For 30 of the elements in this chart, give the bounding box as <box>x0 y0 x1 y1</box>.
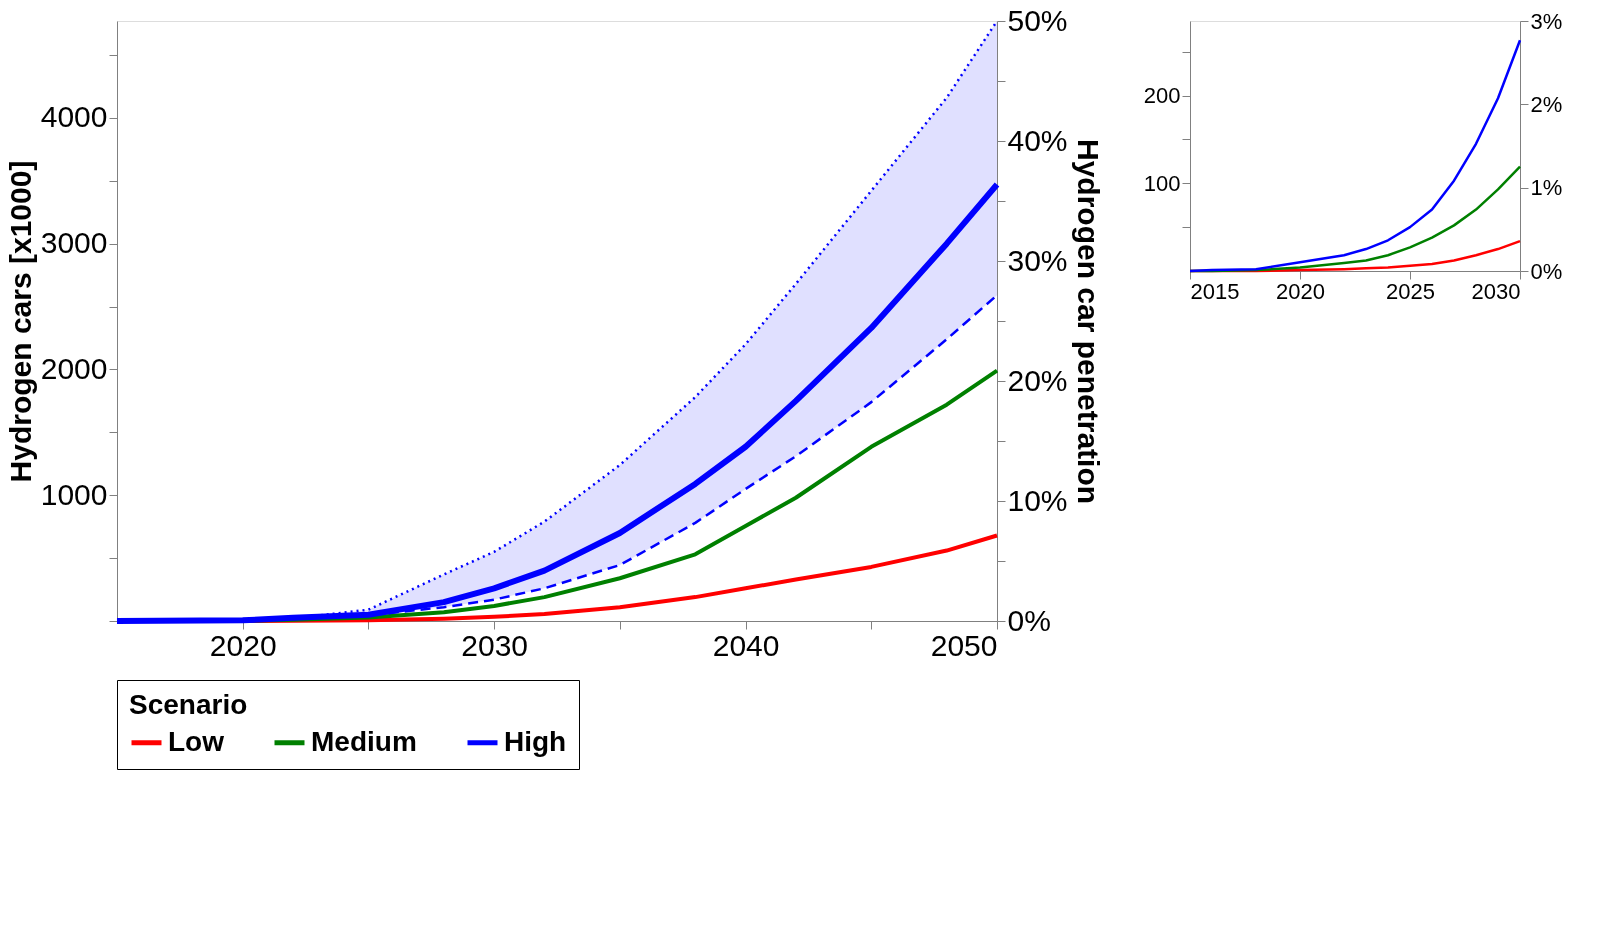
x-tick-label: 2040 <box>712 628 780 662</box>
x-tick-label: 2015 <box>1190 278 1240 304</box>
y-tick-label: 1000 <box>40 477 108 511</box>
y2-tick-label: 2% <box>1530 91 1563 117</box>
y-tick-label: 100 <box>1143 170 1181 196</box>
legend-label: High <box>504 725 567 757</box>
y2-tick-label: 40% <box>1007 123 1068 157</box>
y2-tick-label: 0% <box>1007 603 1051 637</box>
y2-tick-label: 3% <box>1530 8 1563 34</box>
y-axis-title: Hydrogen cars [x1000] <box>3 160 37 483</box>
y2-axis-title: Hydrogen car penetration <box>1071 138 1105 505</box>
y-tick-label: 2000 <box>40 351 108 385</box>
x-tick-label: 2030 <box>1471 278 1521 304</box>
legend-title: Scenario <box>129 689 248 720</box>
x-tick-label: 2025 <box>1386 278 1435 304</box>
y2-tick-label: 30% <box>1007 243 1068 277</box>
y2-tick-label: 50% <box>1007 3 1068 37</box>
x-tick-label: 2050 <box>930 628 998 662</box>
legend-label: Medium <box>311 725 417 757</box>
x-tick-label: 2020 <box>209 628 277 662</box>
y2-tick-label: 0% <box>1530 258 1563 284</box>
y2-tick-label: 1% <box>1530 175 1563 201</box>
y-tick-label: 200 <box>1143 83 1181 109</box>
legend-label: Low <box>168 725 225 757</box>
y2-tick-label: 10% <box>1007 483 1068 517</box>
x-tick-label: 2030 <box>461 628 529 662</box>
y2-tick-label: 20% <box>1007 363 1068 397</box>
y-tick-label: 4000 <box>40 100 108 134</box>
x-tick-label: 2020 <box>1276 278 1325 304</box>
y-tick-label: 3000 <box>40 226 108 260</box>
